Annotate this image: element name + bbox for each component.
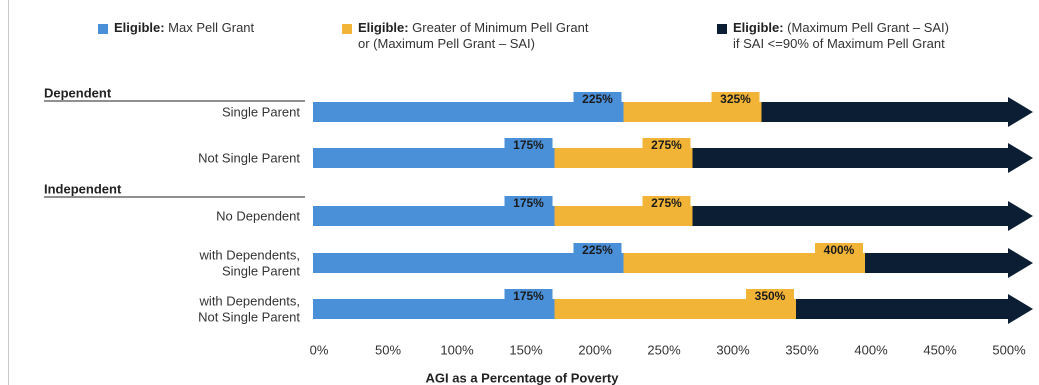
threshold-label-bg-max xyxy=(504,196,553,210)
x-tick-label: 500% xyxy=(992,343,1026,358)
bar-min-pell xyxy=(554,299,796,319)
bar-max-pell xyxy=(313,299,555,319)
bar-sai-arrow xyxy=(692,201,1033,231)
legend-swatch-sai xyxy=(717,24,727,34)
bar-min-pell xyxy=(623,102,762,122)
category-label: Single Parent xyxy=(222,264,300,279)
threshold-label-bg-min xyxy=(642,196,691,210)
category-label: Single Parent xyxy=(222,105,300,120)
threshold-label-bg-min xyxy=(642,138,691,152)
x-tick-label: 300% xyxy=(716,343,750,358)
bar-sai-arrow xyxy=(692,143,1033,173)
category-label: Not Single Parent xyxy=(198,151,300,166)
x-tick-label: 450% xyxy=(923,343,957,358)
left-border-line xyxy=(8,0,9,385)
threshold-label-max: 175% xyxy=(513,138,544,152)
x-tick-label: 350% xyxy=(785,343,819,358)
category-label: with Dependents, xyxy=(199,294,300,309)
threshold-label-bg-min xyxy=(711,92,760,106)
bar-min-pell xyxy=(623,253,865,273)
x-tick-label: 0% xyxy=(310,343,329,358)
legend-text-max-pell: Eligible: Max Pell Grant xyxy=(114,20,255,35)
x-tick-label: 100% xyxy=(440,343,474,358)
threshold-label-max: 225% xyxy=(582,243,613,257)
threshold-label-bg-min xyxy=(815,243,863,257)
threshold-label-max: 225% xyxy=(582,92,613,106)
threshold-label-min: 275% xyxy=(651,138,682,152)
threshold-label-bg-min xyxy=(746,289,794,303)
bar-max-pell xyxy=(313,253,624,273)
x-axis-title: AGI as a Percentage of Poverty xyxy=(426,371,620,385)
x-tick-label: 50% xyxy=(375,343,401,358)
x-tick-label: 150% xyxy=(509,343,543,358)
bar-max-pell xyxy=(313,206,555,226)
bar-sai-arrow xyxy=(796,294,1033,324)
legend-text-min-pell: Eligible: Greater of Minimum Pell Grant o… xyxy=(358,20,589,51)
x-tick-label: 200% xyxy=(578,343,612,358)
bar-sai-arrow xyxy=(761,97,1033,127)
legend-swatch-max-pell xyxy=(98,24,108,34)
category-label: No Dependent xyxy=(216,209,300,224)
legend-swatch-min-pell xyxy=(342,24,352,34)
bar-min-pell xyxy=(554,148,693,168)
threshold-label-min: 275% xyxy=(651,196,682,210)
group-label: Dependent xyxy=(44,86,112,101)
bar-min-pell xyxy=(554,206,693,226)
category-label: with Dependents, xyxy=(199,248,300,263)
bar-sai-arrow xyxy=(865,248,1033,278)
chart-legend: Eligible: Max Pell Grant Eligible: Great… xyxy=(0,0,1039,60)
bar-max-pell xyxy=(313,102,624,122)
threshold-label-min: 350% xyxy=(755,289,786,303)
bar-max-pell xyxy=(313,148,555,168)
x-tick-label: 250% xyxy=(647,343,681,358)
threshold-label-min: 400% xyxy=(824,243,855,257)
category-label: Not Single Parent xyxy=(198,310,300,325)
group-label: Independent xyxy=(44,182,122,197)
threshold-label-bg-max xyxy=(573,243,622,257)
threshold-label-bg-max xyxy=(504,289,553,303)
threshold-label-max: 175% xyxy=(513,289,544,303)
threshold-label-max: 175% xyxy=(513,196,544,210)
threshold-label-min: 325% xyxy=(720,92,751,106)
legend-text-sai: Eligible: (Maximum Pell Grant – SAI) if S… xyxy=(733,20,949,51)
x-tick-label: 400% xyxy=(854,343,888,358)
threshold-label-bg-max xyxy=(504,138,553,152)
threshold-label-bg-max xyxy=(573,92,622,106)
